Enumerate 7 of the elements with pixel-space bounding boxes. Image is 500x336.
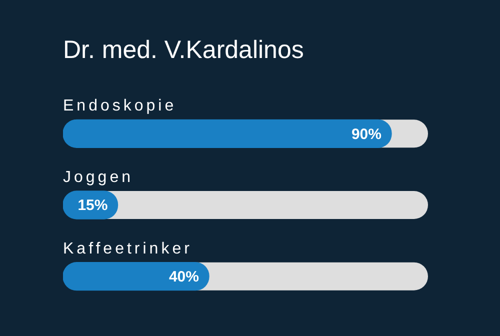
y-tick-label: Joggen: [63, 169, 134, 186]
y-tick-label: Kaffeetrinker: [63, 240, 192, 258]
data-label: 15%: [78, 197, 108, 214]
y-tick-label: Endoskopie: [63, 98, 177, 115]
data-label: 40%: [168, 268, 199, 286]
data-label: 90%: [351, 126, 382, 143]
chart-title: Dr. med. V.Kardalinos: [63, 36, 304, 65]
